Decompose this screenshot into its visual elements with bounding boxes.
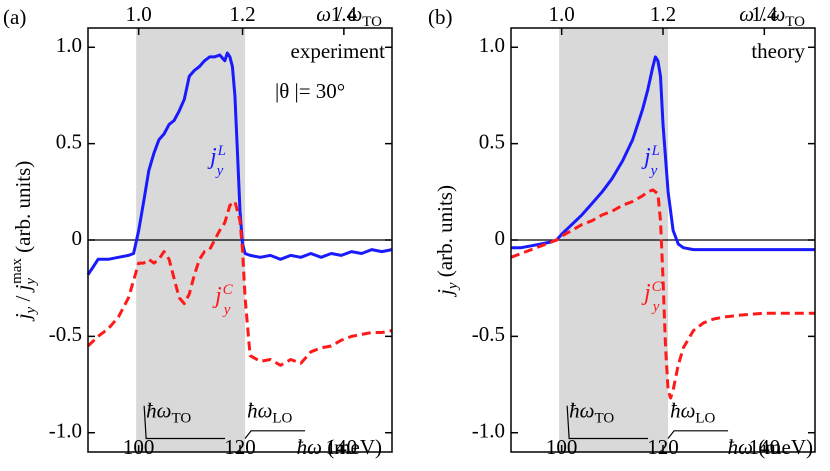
x-axis-label-symbol: ħω	[728, 435, 753, 459]
y-axis-label-sep: /	[11, 290, 35, 306]
top-tick-label: 1.2	[229, 2, 255, 26]
annotation-text: |θ |= 30°	[275, 79, 345, 103]
top-axis-label-sep: /	[331, 2, 347, 26]
lo-leader-line	[667, 430, 729, 439]
top-axis-label: ω / ωTO	[316, 2, 382, 30]
y-axis-label: jy / jymax (arb. units)	[9, 161, 39, 323]
to-leader-line	[143, 405, 226, 440]
y-tick-label: -0.5	[472, 322, 505, 346]
top-tick-label: 1.0	[549, 2, 575, 26]
series-label-base: j	[641, 144, 651, 170]
series-label-sub: y	[649, 163, 658, 179]
panel-label: (a)	[3, 5, 26, 29]
y-axis-label-unit: (arb. units)	[433, 185, 457, 282]
top-axis-label-sep: /	[754, 2, 770, 26]
y-tick-label: -1.0	[49, 419, 82, 443]
top-axis-label-den-sub: TO	[362, 14, 382, 30]
y-tick-label: 1.0	[56, 33, 82, 57]
top-tick-label: 1.0	[126, 2, 152, 26]
annotation-text: theory	[751, 39, 805, 63]
series-label-c: jC y	[212, 282, 234, 318]
y-tick-label: 0.5	[56, 129, 82, 153]
series-label-base: j	[212, 283, 222, 309]
x-axis-label-unit: (meV)	[753, 435, 813, 459]
panel-label: (b)	[428, 5, 453, 29]
series-label-sup: L	[217, 143, 226, 159]
series-label-sup: C	[652, 279, 663, 295]
phonon-lo-sub: LO	[272, 410, 292, 426]
series-line-l	[511, 55, 815, 252]
series-label-l: jL y	[207, 143, 226, 179]
top-axis-label: ω / ωTO	[739, 2, 805, 30]
y-axis-label-sub2: y	[23, 278, 39, 287]
phonon-lo-sub: LO	[695, 410, 715, 426]
top-axis-label-num: ω	[739, 2, 754, 26]
top-axis-label-den: ω	[770, 2, 785, 26]
y-tick-label: 0	[72, 226, 83, 250]
x-axis-label: ħω (meV)	[728, 435, 813, 459]
series-label-sup: L	[651, 143, 660, 159]
y-tick-label: 0.5	[479, 129, 505, 153]
top-axis-label-num: ω	[316, 2, 331, 26]
y-tick-label: 1.0	[479, 33, 505, 57]
y-tick-label: -1.0	[472, 419, 505, 443]
series-line-c	[86, 200, 393, 367]
y-axis-label-unit: (arb. units)	[11, 161, 35, 258]
lo-leader-line	[244, 430, 306, 439]
series-label-sub: y	[651, 299, 660, 315]
phonon-lo-label: ħωLO	[670, 398, 715, 426]
y-axis-label-sup2: max	[9, 258, 25, 284]
phonon-to-sub: TO	[171, 410, 191, 426]
series-label-l: jL y	[641, 143, 660, 179]
series-line-c	[510, 188, 815, 400]
series-label-sub: y	[222, 302, 231, 318]
series-label-sub: y	[215, 163, 224, 179]
phonon-to-label: ħωTO	[146, 398, 191, 426]
y-axis-label-sub: y	[445, 282, 461, 291]
y-tick-label: -0.5	[49, 322, 82, 346]
annotation-text: experiment	[291, 39, 386, 63]
phonon-lo-label: ħωLO	[247, 398, 292, 426]
series-label-c: jC y	[641, 279, 663, 315]
to-leader-line	[566, 405, 649, 440]
x-tick-label: 120	[647, 435, 679, 459]
x-tick-label: 140	[326, 435, 358, 459]
phonon-lo-symbol: ħω	[670, 398, 695, 422]
y-axis-label-sub: y	[23, 306, 39, 315]
x-axis-label-unit: (meV)	[322, 435, 382, 459]
series-label-sup: C	[223, 282, 234, 298]
y-tick-label: 0	[495, 226, 506, 250]
phonon-to-sub: TO	[594, 410, 614, 426]
y-axis-label-j: j	[11, 313, 35, 322]
series-label-base: j	[207, 144, 217, 170]
top-axis-label-den: ω	[347, 2, 362, 26]
series-label-base: j	[641, 280, 651, 306]
phonon-to-symbol: ħω	[146, 398, 171, 422]
top-axis-label-den-sub: TO	[785, 14, 805, 30]
y-axis-label: jy (arb. units)	[433, 185, 461, 298]
x-tick-label: 140	[749, 435, 781, 459]
phonon-to-label: ħωTO	[569, 398, 614, 426]
x-tick-label: 120	[224, 435, 256, 459]
phonon-to-symbol: ħω	[569, 398, 594, 422]
x-axis-label: ħω (meV)	[297, 435, 382, 459]
top-tick-label: 1.2	[650, 2, 676, 26]
series-line-l	[86, 51, 393, 276]
top-tick-label: 1.4	[751, 2, 778, 26]
x-axis-label-symbol: ħω	[297, 435, 322, 459]
phonon-lo-symbol: ħω	[247, 398, 272, 422]
y-axis-label-j2: j	[11, 284, 35, 293]
top-tick-label: 1.4	[331, 2, 358, 26]
y-axis-label-j: j	[433, 289, 457, 298]
